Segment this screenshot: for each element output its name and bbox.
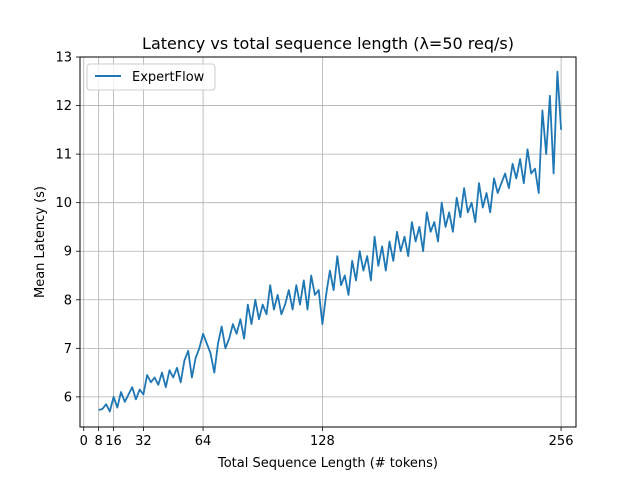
y-tick-label: 11 [55,148,72,163]
series-line-expertflow [98,70,562,413]
y-tick-label: 7 [64,342,72,357]
x-axis-label: Total Sequence Length (# tokens) [217,456,438,471]
x-tick-label: 0 [80,434,88,449]
y-axis-label: Mean Latency (s) [33,186,48,298]
y-tick-label: 9 [64,245,72,260]
x-tick-label: 32 [135,434,152,449]
grid-lines [80,56,576,427]
x-tick-label: 8 [95,434,103,449]
x-tick-label: 16 [105,434,122,449]
y-tick-label: 13 [55,51,72,66]
series-layer [98,70,562,413]
y-tick-label: 6 [64,390,72,405]
x-tick-label: 256 [549,434,574,449]
legend-box [86,63,216,91]
y-tick-label: 8 [64,293,72,308]
x-tick-label: 128 [310,434,335,449]
y-tick-label: 10 [55,196,72,211]
chart-title: Latency vs total sequence length (λ=50 r… [142,34,514,53]
y-tick-label: 12 [55,99,72,114]
legend: ExpertFlow [86,63,216,91]
x-tick-label: 64 [195,434,212,449]
legend-label-expertflow: ExpertFlow [132,70,205,85]
plot-area-frame [79,56,577,428]
